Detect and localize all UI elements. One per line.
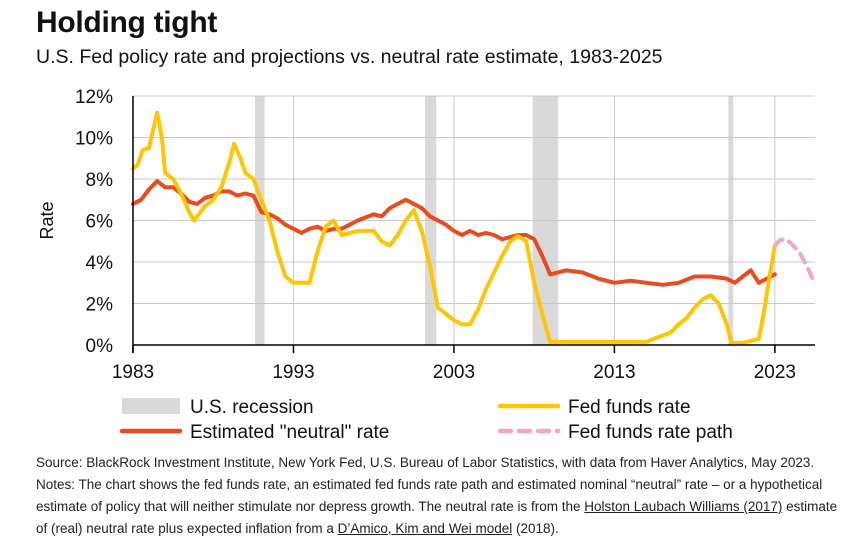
x-tick-label: 2023 (754, 362, 796, 383)
legend-label: Fed funds rate (568, 397, 691, 418)
source-text-2: estimate of (real) neutral rate plus exp… (36, 499, 838, 536)
chart-subtitle: U.S. Fed policy rate and projections vs.… (36, 46, 663, 68)
source-text-1: Source: BlackRock Investment Institute, … (36, 455, 823, 514)
x-tick-label: 2003 (433, 362, 475, 383)
legend-label: U.S. recession (190, 397, 314, 418)
source-link-dkw[interactable]: D’Amico, Kim and Wei model (337, 521, 513, 536)
x-tick-label: 1993 (272, 362, 314, 383)
x-tick-label: 2013 (593, 362, 635, 383)
x-tick-label: 1983 (112, 362, 154, 383)
y-tick-label: 2% (86, 295, 114, 316)
legend-label: Fed funds rate path (568, 422, 733, 443)
y-tick-label: 10% (75, 129, 113, 150)
source-note: Source: BlackRock Investment Institute, … (36, 452, 848, 540)
legend-item-recession: U.S. recession (122, 397, 314, 418)
y-tick-label: 8% (86, 170, 114, 191)
chart-title: Holding tight (36, 6, 218, 39)
source-text-3: (2018). (512, 521, 559, 536)
legend-item-path: Fed funds rate path (497, 422, 733, 443)
y-tick-label: 0% (86, 336, 114, 357)
source-link-hlw[interactable]: Holston Laubach Williams (2017) (584, 499, 783, 514)
y-tick-label: 4% (86, 253, 114, 274)
legend-item-neutral: Estimated "neutral" rate (119, 422, 389, 443)
fed-funds-line (131, 110, 777, 345)
gridlines (133, 95, 815, 345)
axes: 0% 2% 4% 6% 8% 10% 12% 1983 1993 2003 2013 2023 Rate (37, 87, 815, 383)
neutral-rate-line (131, 179, 777, 287)
y-tick-label: 6% (86, 212, 114, 233)
legend: U.S. recession Fed funds rate Estimated "n… (119, 397, 733, 443)
legend-label: Estimated "neutral" rate (190, 422, 389, 443)
chart-area: 0% 2% 4% 6% 8% 10% 12% 1983 1993 2003 2013 2023 Rate… (37, 87, 816, 443)
legend-item-fed-funds: Fed funds rate (497, 397, 691, 418)
fed-funds-path-line (772, 237, 816, 283)
series-lines (131, 110, 816, 345)
y-axis-title: Rate (37, 201, 57, 239)
legend-swatch-recession (122, 398, 180, 414)
y-tick-label: 12% (75, 87, 113, 108)
